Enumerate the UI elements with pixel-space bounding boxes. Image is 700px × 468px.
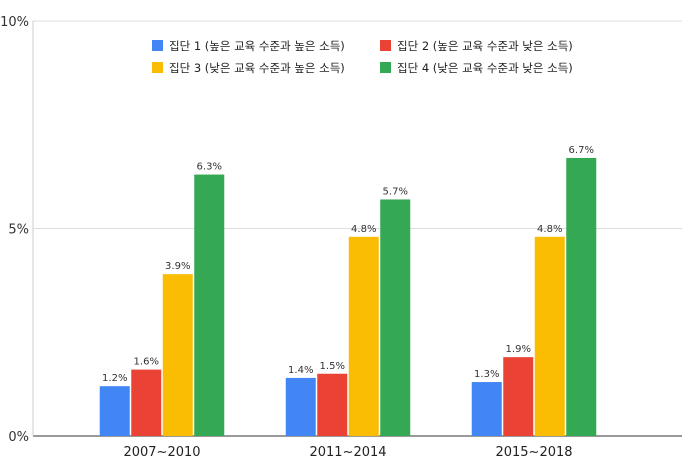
- legend-swatch: [152, 62, 163, 73]
- bar: [131, 369, 162, 436]
- data-label: 4.8%: [537, 224, 562, 235]
- x-tick-label: 2011~2014: [309, 445, 386, 460]
- legend-label: 집단 1 (높은 교육 수준과 높은 소득): [169, 39, 345, 53]
- bar: [317, 373, 348, 436]
- legend-label: 집단 4 (낮은 교육 수준과 낮은 소득): [397, 61, 573, 75]
- data-label: 1.9%: [506, 344, 531, 355]
- data-label: 1.2%: [102, 373, 127, 384]
- bar: [194, 174, 225, 437]
- legend-label: 집단 3 (낮은 교육 수준과 높은 소득): [169, 61, 345, 75]
- data-label: 1.6%: [134, 357, 159, 368]
- legend-swatch: [380, 62, 391, 73]
- bar: [285, 377, 316, 436]
- bar: [534, 236, 565, 436]
- bar: [503, 357, 534, 436]
- bar: [471, 382, 502, 436]
- data-label: 6.3%: [197, 162, 222, 173]
- y-tick-label: 5%: [8, 223, 29, 238]
- legend-swatch: [152, 40, 163, 51]
- data-label: 1.4%: [288, 365, 313, 376]
- bar: [380, 199, 411, 436]
- legend-swatch: [380, 40, 391, 51]
- y-tick-label: 10%: [0, 15, 29, 30]
- data-label: 4.8%: [351, 224, 376, 235]
- legend-label: 집단 2 (높은 교육 수준과 낮은 소득): [397, 39, 573, 53]
- bar: [348, 236, 379, 436]
- bar: [162, 274, 193, 436]
- y-tick-label: 0%: [8, 430, 29, 445]
- x-tick-label: 2015~2018: [495, 445, 572, 460]
- x-tick-label: 2007~2010: [123, 445, 200, 460]
- data-label: 1.5%: [320, 361, 345, 372]
- data-label: 3.9%: [165, 261, 190, 272]
- bar: [99, 386, 130, 436]
- data-label: 5.7%: [383, 186, 408, 197]
- data-label: 1.3%: [474, 369, 499, 380]
- bar: [566, 157, 597, 436]
- data-label: 6.7%: [569, 145, 594, 156]
